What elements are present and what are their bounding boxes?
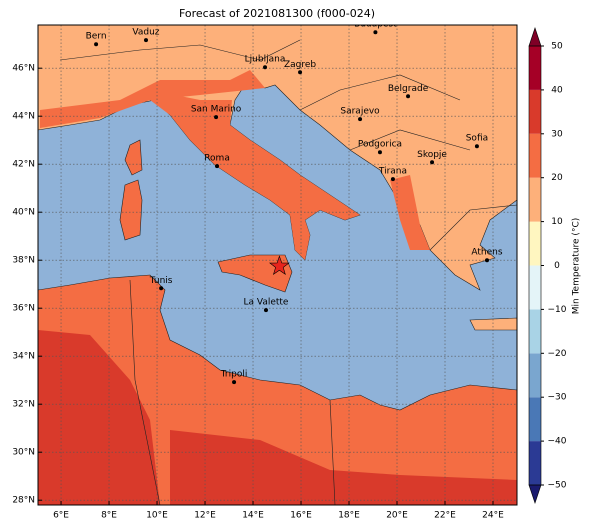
city-dot: [232, 380, 237, 385]
colorbar-tick-label: 20: [551, 173, 563, 183]
city-label: La Valette: [243, 298, 288, 308]
city-label: Belgrade: [388, 84, 429, 94]
x-tick-label: 6°E: [53, 511, 69, 521]
city-dot: [143, 38, 148, 43]
city-label: Tripoli: [220, 370, 248, 380]
y-tick-label: 34°N: [12, 352, 35, 362]
y-tick-label: 42°N: [12, 160, 35, 170]
city-label: Tirana: [378, 167, 407, 177]
crete: [469, 317, 517, 331]
colorbar-bin: [529, 397, 541, 442]
colorbar-bin: [529, 353, 541, 398]
colorbar-tick-label: −10: [548, 305, 567, 315]
city-dot: [214, 115, 219, 120]
x-tick-label: 20°E: [386, 511, 408, 521]
city-label: Budapest: [354, 20, 397, 30]
city-dot: [474, 144, 479, 149]
city-dot: [94, 42, 99, 47]
city-dot: [215, 164, 220, 169]
colorbar-tick-label: 30: [551, 129, 563, 139]
city-dot: [358, 117, 363, 122]
y-tick-label: 36°N: [12, 304, 35, 314]
colorbar-tick-label: −40: [548, 437, 567, 447]
map-frame: [37, 24, 518, 506]
colorbar-tick-label: 10: [551, 217, 563, 227]
city-label: Sofia: [466, 134, 488, 144]
city-dot: [485, 258, 490, 263]
x-tick-label: 8°E: [101, 511, 117, 521]
colorbar-bin: [529, 221, 541, 266]
x-tick-label: 22°E: [434, 511, 456, 521]
city-label: Athens: [471, 248, 502, 258]
colorbar-tick-label: 0: [554, 261, 560, 271]
city-dot: [263, 65, 268, 70]
colorbar-bin: [529, 89, 541, 134]
colorbar-bin: [529, 265, 541, 310]
x-tick-label: 16°E: [290, 511, 312, 521]
y-tick-label: 46°N: [12, 64, 35, 74]
map-title: Forecast of 2021081300 (f000-024): [179, 7, 375, 20]
city-label: Podgorica: [358, 140, 402, 150]
colorbar-tick-label: 40: [551, 85, 563, 95]
city-label: San Marino: [191, 105, 242, 115]
colorbar-bin: [529, 441, 541, 485]
city-label: Bern: [86, 32, 107, 42]
y-tick-label: 28°N: [12, 496, 35, 506]
city-label: Tunis: [149, 276, 173, 286]
y-tick-label: 30°N: [12, 448, 35, 458]
city-label: Sarajevo: [340, 107, 380, 117]
colorbar-bin: [529, 46, 541, 90]
colorbar-bin: [529, 309, 541, 354]
city-dot: [298, 70, 303, 75]
location-star: [269, 255, 290, 276]
colorbar-tick-label: −50: [548, 481, 567, 491]
x-tick-label: 10°E: [146, 511, 168, 521]
city-label: Roma: [204, 154, 230, 164]
colorbar-tick-label: −20: [548, 349, 567, 359]
city-label: Vaduz: [132, 28, 159, 38]
x-tick-label: 24°E: [482, 511, 504, 521]
sardinia: [119, 179, 143, 241]
colorbar-bin: [529, 133, 541, 178]
y-tick-label: 38°N: [12, 256, 35, 266]
city-label: Zagreb: [284, 60, 316, 70]
colorbar-bin: [529, 177, 541, 222]
city-dot: [390, 177, 395, 182]
city-dot: [406, 94, 411, 99]
y-tick-label: 44°N: [12, 112, 35, 122]
x-tick-label: 18°E: [338, 511, 360, 521]
city-dot: [263, 308, 268, 313]
city-dot: [373, 30, 378, 35]
africa-hot: [38, 330, 517, 505]
y-tick-label: 32°N: [12, 400, 35, 410]
colorbar-over: [528, 27, 542, 47]
colorbar-tick-label: 50: [551, 42, 563, 52]
x-tick-label: 12°E: [194, 511, 216, 521]
colorbar-label: Min Temperature (°C): [572, 218, 582, 315]
africa-land: [38, 274, 517, 505]
city-dot: [430, 160, 435, 165]
city-label: Ljubljana: [245, 55, 286, 65]
colorbar-tick-label: −30: [548, 393, 567, 403]
x-tick-label: 14°E: [242, 511, 264, 521]
corsica: [124, 139, 143, 176]
city-dot: [377, 150, 382, 155]
city-dot: [159, 286, 164, 291]
colorbar-under: [528, 484, 542, 504]
city-label: Skopje: [417, 150, 447, 160]
y-tick-label: 40°N: [12, 208, 35, 218]
